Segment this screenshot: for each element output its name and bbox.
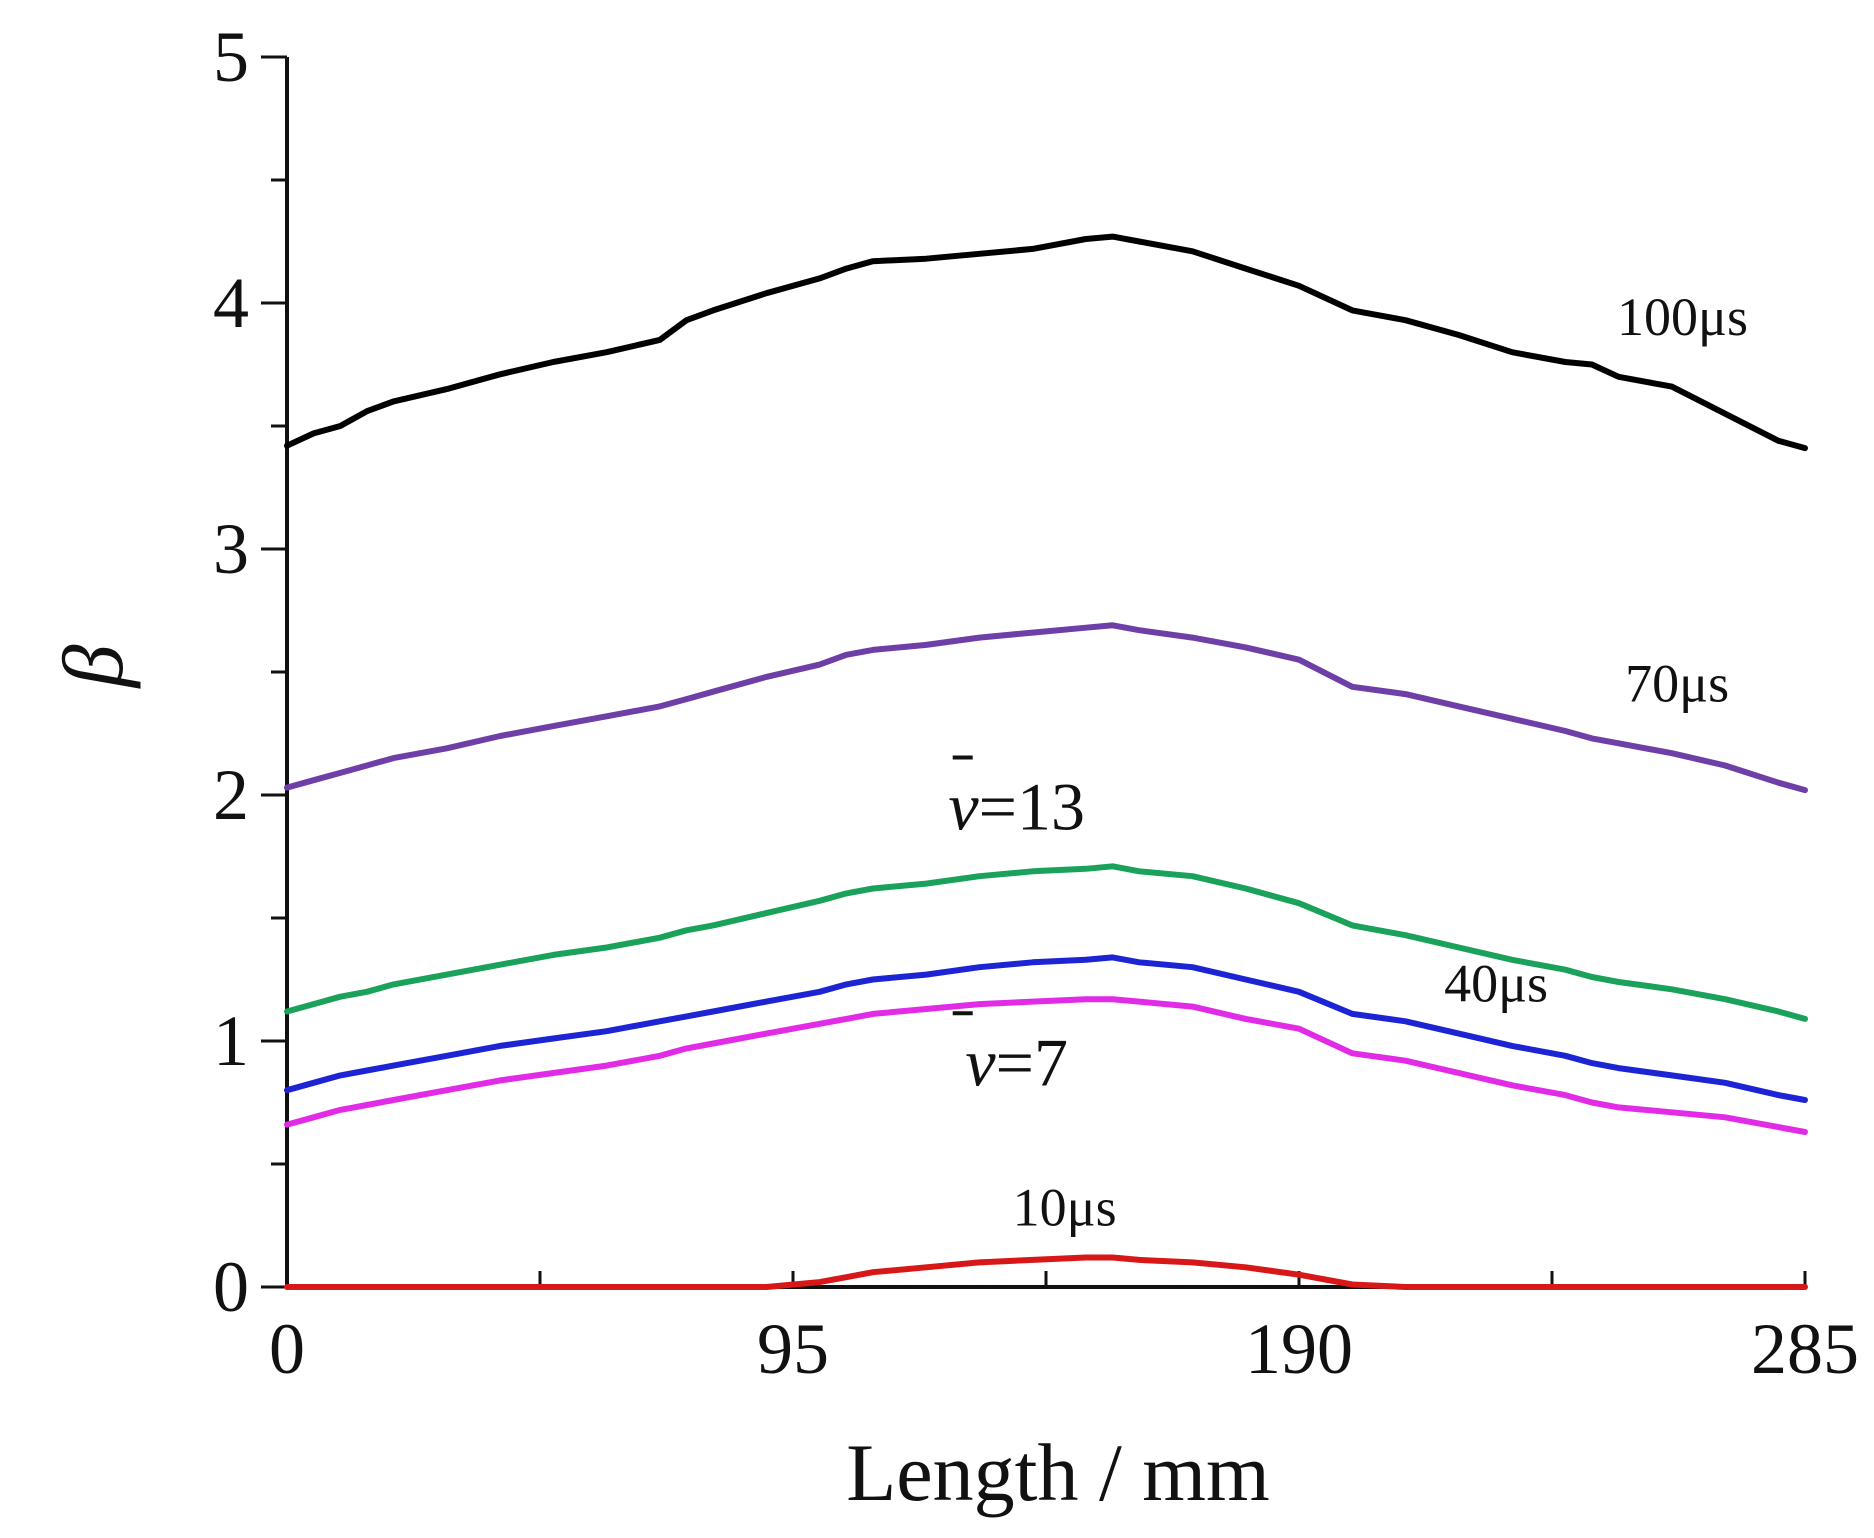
series-line-4 <box>284 996 1808 1135</box>
annotation-symbol-2: ν <box>948 768 979 844</box>
y-tick-label-0: 0 <box>213 1247 249 1327</box>
annotation-4: ν=7 <box>965 1024 1068 1100</box>
annotation-2: ν=13 <box>948 768 1085 844</box>
annotation-value-2: =13 <box>979 768 1085 844</box>
y-tick-label-1: 1 <box>213 1001 249 1081</box>
series-line-5 <box>284 1254 1808 1290</box>
x-tick-label-285: 285 <box>1751 1309 1859 1389</box>
annotation-symbol-4: ν <box>965 1024 996 1100</box>
y-tick-label-2: 2 <box>213 755 249 835</box>
x-tick-label-190: 190 <box>1245 1309 1353 1389</box>
series-line-0 <box>284 233 1808 452</box>
annotation-3: 40μs <box>1444 954 1548 1014</box>
x-tick-label-0: 0 <box>269 1309 305 1389</box>
series-layer <box>284 233 1808 1290</box>
x-tick-label-95: 95 <box>757 1309 829 1389</box>
series-line-2 <box>284 863 1808 1022</box>
series-line-3 <box>284 954 1808 1103</box>
y-tick-label-3: 3 <box>213 509 249 589</box>
annotation-1: 70μs <box>1625 654 1729 714</box>
annotation-5: 10μs <box>1013 1178 1117 1238</box>
y-tick-label-5: 5 <box>213 17 249 97</box>
series-line-1 <box>284 622 1808 794</box>
y-axis-title: β <box>45 644 141 689</box>
axes-layer: 0 1 2 3 4 5 0 95 190 285 <box>213 17 1859 1389</box>
annotation-value-4: =7 <box>996 1024 1068 1100</box>
x-axis-title: Length / mm <box>846 1427 1270 1518</box>
y-tick-label-4: 4 <box>213 263 249 343</box>
annotation-0: 100μs <box>1617 287 1748 347</box>
